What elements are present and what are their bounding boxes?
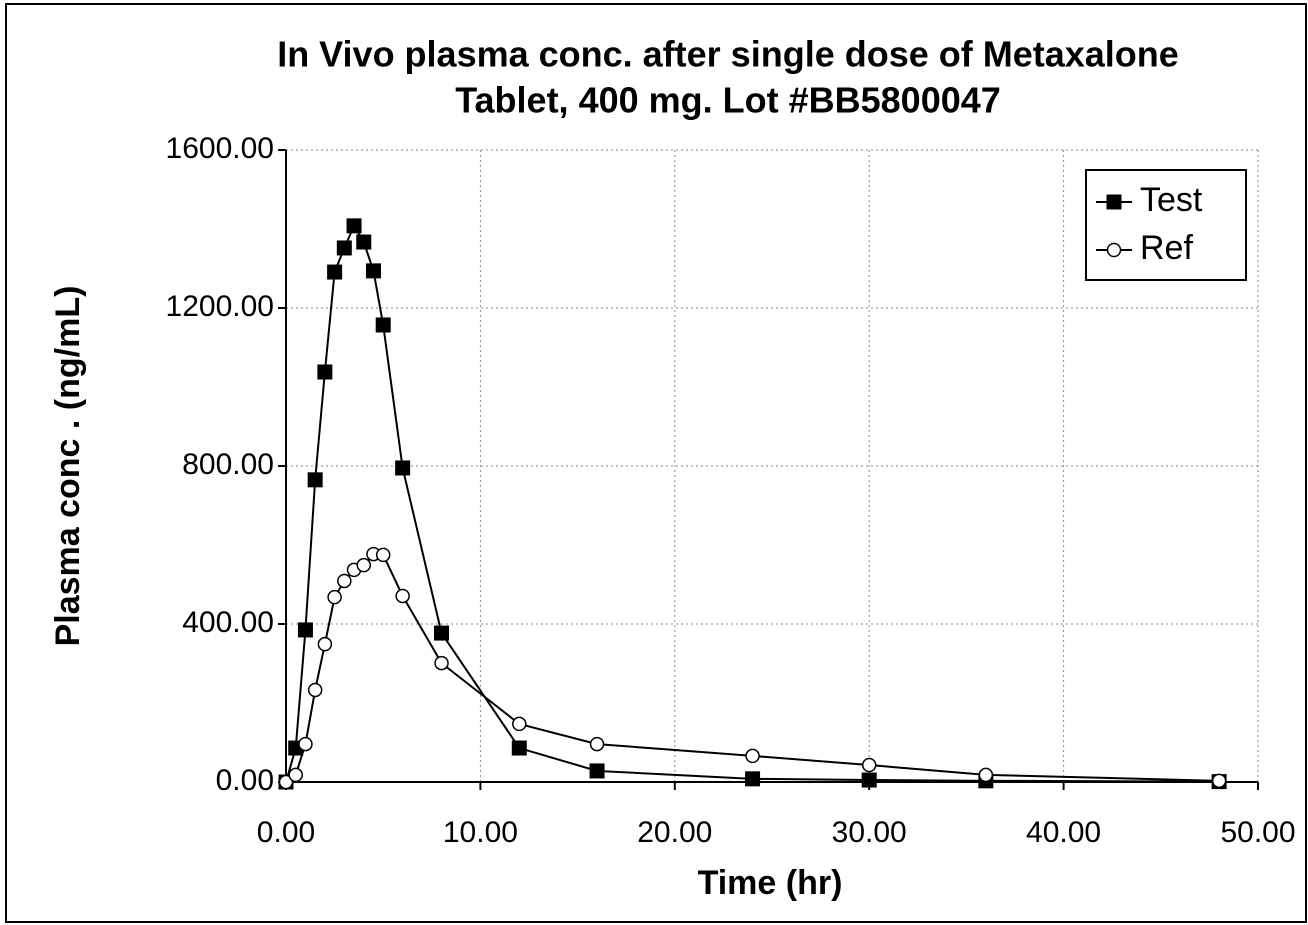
marker: [511, 740, 527, 756]
marker: [356, 557, 372, 573]
x-tick-label: 10.00: [443, 816, 518, 849]
legend-label: Test: [1140, 181, 1203, 219]
marker: [336, 240, 352, 256]
x-tick-label: 40.00: [1026, 816, 1101, 849]
marker: [978, 767, 994, 783]
marker: [434, 625, 450, 641]
marker: [327, 589, 342, 605]
chart-title: In Vivo plasma conc. after single dose o…: [277, 34, 1179, 75]
marker: [375, 317, 391, 333]
marker: [861, 772, 877, 788]
marker: [356, 234, 372, 250]
marker: [298, 736, 313, 752]
legend-label: Ref: [1140, 229, 1193, 267]
x-axis-label: Time (hr): [698, 864, 843, 902]
marker: [317, 636, 333, 652]
marker: [307, 682, 323, 698]
y-tick-label: 1200.00: [166, 290, 274, 323]
marker: [589, 736, 605, 752]
marker: [512, 716, 527, 732]
legend-box: [1085, 169, 1247, 281]
legend-marker: [1106, 242, 1122, 258]
marker: [745, 748, 760, 764]
series-line: [285, 553, 1220, 783]
marker: [278, 774, 294, 790]
y-tick-label: 800.00: [182, 448, 274, 481]
marker: [589, 763, 605, 779]
y-axis-label: Plasma conc . (ng/mL): [49, 286, 87, 647]
marker: [434, 655, 449, 671]
marker: [745, 771, 761, 787]
x-tick-label: 30.00: [832, 816, 907, 849]
chart-border: [5, 3, 1307, 923]
marker: [365, 263, 381, 279]
x-tick-label: 0.00: [257, 816, 315, 849]
marker: [297, 622, 313, 638]
marker: [346, 218, 362, 234]
y-tick-label: 0.00: [216, 764, 274, 797]
marker: [288, 767, 303, 783]
marker: [375, 547, 391, 563]
marker: [307, 472, 323, 488]
chart-title: Tablet, 400 mg. Lot #BB5800047: [455, 80, 1001, 121]
y-tick-label: 1600.00: [166, 132, 274, 165]
marker: [861, 757, 877, 773]
legend: Test Ref: [1085, 169, 1247, 281]
marker: [337, 573, 352, 589]
marker: [395, 588, 410, 604]
y-tick-label: 400.00: [182, 606, 274, 639]
legend-marker: [1106, 194, 1122, 210]
x-tick-label: 50.00: [1220, 816, 1295, 849]
marker: [1211, 773, 1227, 789]
marker: [317, 364, 333, 380]
series-line: [285, 223, 1220, 783]
marker: [395, 460, 411, 476]
marker: [327, 264, 343, 280]
x-tick-label: 20.00: [637, 816, 712, 849]
